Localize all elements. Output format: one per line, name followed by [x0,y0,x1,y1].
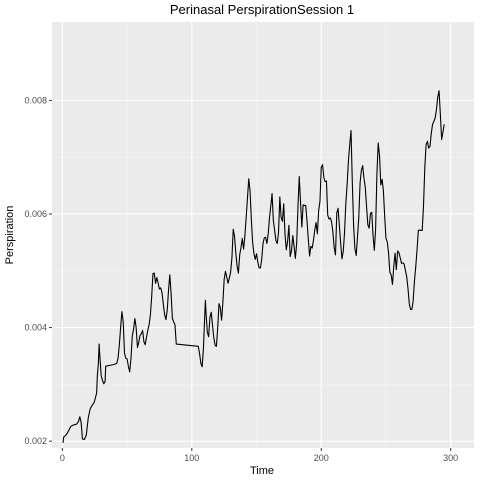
y-tick-label: 0.002 [24,436,47,446]
y-axis-title: Perspiration [4,206,16,265]
y-axis-ticks: 0.002 0.004 0.006 0.008 [24,95,52,446]
x-tick-label: 300 [443,453,458,463]
series-group [62,90,445,443]
x-axis-ticks: 0 100 200 300 [60,448,458,463]
y-tick-label: 0.006 [24,209,47,219]
y-tick-label: 0.004 [24,323,47,333]
x-tick-label: 0 [60,453,65,463]
plot-panel [52,22,474,448]
chart-title: Perinasal PerspirationSession 1 [170,2,354,17]
x-axis-title: Time [250,465,274,477]
y-tick-label: 0.008 [24,95,47,105]
series-line [62,90,445,443]
x-tick-label: 200 [314,453,329,463]
major-gridlines [52,22,474,448]
x-tick-label: 100 [184,453,199,463]
